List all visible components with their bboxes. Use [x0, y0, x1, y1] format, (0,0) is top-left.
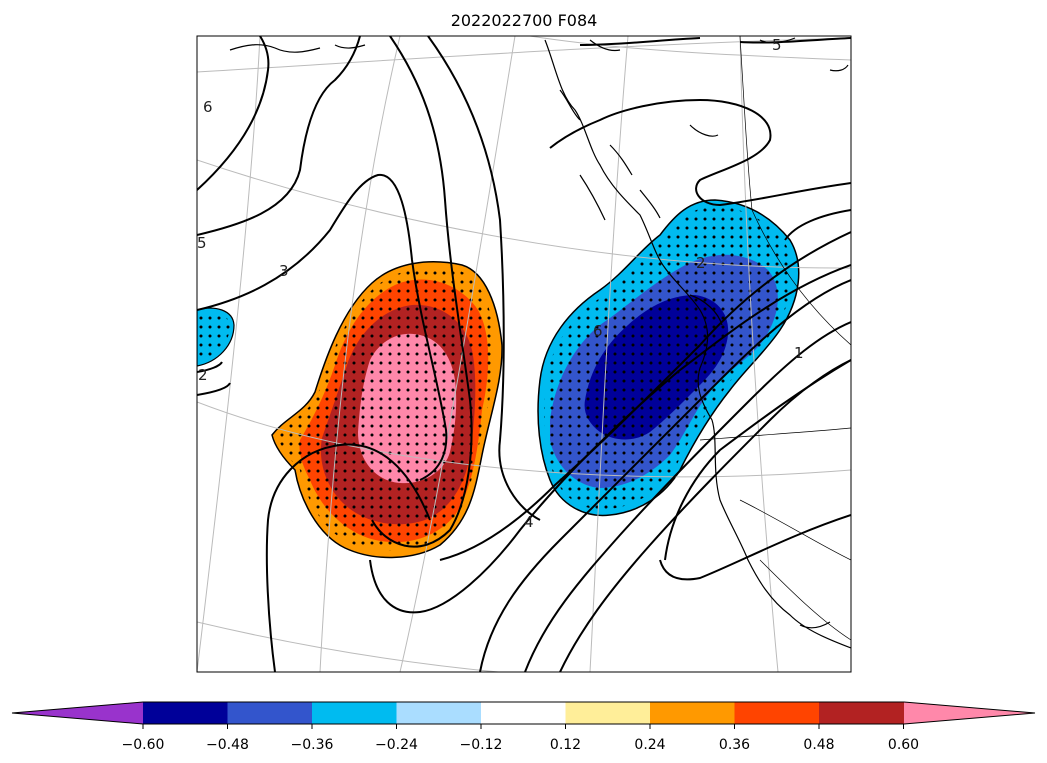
colorbar-tick-label: 0.48	[803, 737, 834, 753]
colorbar-tick-label: −0.48	[206, 737, 249, 753]
positive-anomaly-region	[271, 261, 503, 559]
colorbar-tick-label: 0.36	[719, 737, 750, 753]
contour-labels: 6 5 3 2 4 1 5 6 2	[197, 36, 804, 531]
colorbar-tick-label: 0.60	[888, 737, 919, 753]
graticule	[197, 36, 851, 672]
colorbar-swatch	[650, 702, 735, 724]
contour-label: 2	[198, 366, 208, 384]
colorbar-swatch	[734, 702, 820, 724]
colorbar-tick-label: −0.60	[122, 737, 165, 753]
negative-stipple	[544, 206, 793, 510]
colorbar-tick-label: −0.36	[291, 737, 334, 753]
political-borders	[699, 36, 851, 641]
colorbar: −0.60 −0.48 −0.36 −0.24 −0.12 0.12 0.24 0.36 0.4…	[11, 701, 1036, 753]
colorbar-tick-label: −0.24	[375, 737, 418, 753]
colorbar-swatch	[819, 702, 904, 724]
map-frame	[196, 35, 852, 673]
contours	[197, 36, 851, 672]
map-title: 2022022700 F084	[451, 11, 598, 30]
map-panel: 6 5 3 2 4 1 5 6 2	[196, 35, 852, 673]
colorbar-extend-high	[904, 702, 1035, 724]
contour-label: 2	[696, 254, 706, 272]
colorbar-swatch	[143, 702, 228, 724]
colorbar-swatch	[481, 702, 566, 724]
positive-stipple	[278, 267, 497, 551]
colorbar-tick-label: 0.24	[634, 737, 665, 753]
colorbar-swatch	[312, 702, 397, 724]
colorbar-extend-low	[12, 702, 143, 724]
contour-label: 1	[794, 344, 804, 362]
contour-label: 5	[772, 36, 782, 54]
colorbar-swatch	[396, 702, 482, 724]
colorbar-tick-label: −0.12	[460, 737, 503, 753]
contour-label: 3	[279, 262, 289, 280]
contour-label: 6	[593, 322, 603, 340]
colorbar-tick-label: 0.12	[550, 737, 581, 753]
colorbar-swatch	[227, 702, 313, 724]
colorbar-swatch	[565, 702, 651, 724]
contour-label: 6	[203, 98, 213, 116]
contour-label: 5	[197, 234, 207, 252]
negative-anomaly-region	[537, 199, 800, 517]
contour-label: 4	[524, 513, 534, 531]
